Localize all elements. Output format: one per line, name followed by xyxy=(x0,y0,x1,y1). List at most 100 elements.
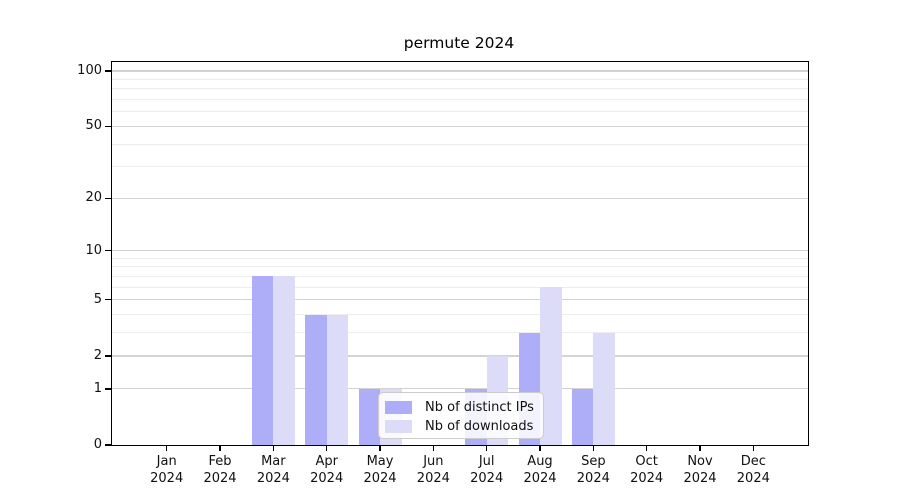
legend-label-distinct-ips: Nb of distinct IPs xyxy=(425,400,534,415)
x-tick-mark xyxy=(645,445,648,451)
gridline-minor xyxy=(112,166,808,168)
x-tick-label-jan: Jan 2024 xyxy=(135,454,199,487)
x-tick-year: 2024 xyxy=(203,470,237,486)
gridline-minor xyxy=(112,257,808,259)
x-tick-year: 2024 xyxy=(683,470,717,486)
legend-label-downloads: Nb of downloads xyxy=(425,419,534,434)
bar-distinct-ips-may xyxy=(358,388,381,445)
x-tick-month: Oct xyxy=(635,454,658,469)
gridline-major xyxy=(112,299,808,301)
bar-distinct-ips-sep xyxy=(571,388,594,445)
x-tick-label-jul: Jul 2024 xyxy=(455,454,519,487)
y-tick-mark xyxy=(105,355,112,357)
x-tick-month: Aug xyxy=(527,454,553,469)
gridline-minor xyxy=(112,78,808,80)
gridline-minor xyxy=(112,275,808,277)
x-tick-year: 2024 xyxy=(363,470,397,486)
y-tick-mark xyxy=(105,70,112,72)
x-tick-mark xyxy=(539,445,541,451)
gridline-major xyxy=(112,70,808,72)
gridline-minor xyxy=(112,332,808,334)
legend-swatch-distinct-ips xyxy=(385,401,412,414)
x-tick-year: 2024 xyxy=(576,470,610,486)
x-tick-mark xyxy=(166,445,168,451)
gridline-minor xyxy=(112,286,808,288)
legend-item-downloads: Nb of downloads xyxy=(385,417,537,436)
y-tick-mark xyxy=(105,249,112,252)
x-tick-label-nov: Nov 2024 xyxy=(668,454,732,487)
legend: Nb of distinct IPs Nb of downloads xyxy=(378,392,544,439)
plot-area: 0 1 2 5 10 20 50 100 Jan 2024 Feb 2024 Mar 2024 Apr 202… xyxy=(77,61,809,486)
gridline-major xyxy=(112,388,808,390)
bar-downloads-sep xyxy=(593,332,615,445)
bar-distinct-ips-apr xyxy=(305,314,327,445)
x-tick-year: 2024 xyxy=(310,470,344,486)
x-tick-month: Jul xyxy=(478,454,495,469)
x-tick-year: 2024 xyxy=(736,470,770,486)
x-tick-label-dec: Dec 2024 xyxy=(721,454,785,487)
y-tick-label: 0 xyxy=(93,437,102,452)
y-tick-label: 20 xyxy=(85,190,102,206)
legend-item-distinct-ips: Nb of distinct IPs xyxy=(385,398,537,417)
x-tick-mark xyxy=(485,445,488,451)
x-tick-year: 2024 xyxy=(150,470,184,486)
x-tick-month: Jun xyxy=(423,454,444,469)
bar-downloads-apr xyxy=(326,314,349,445)
gridline-major xyxy=(112,250,808,252)
x-tick-year: 2024 xyxy=(470,470,504,486)
x-tick-label-may: May 2024 xyxy=(348,454,412,487)
x-tick-month: Feb xyxy=(208,454,232,469)
x-tick-label-apr: Apr 2024 xyxy=(295,454,359,487)
y-tick-mark xyxy=(105,197,112,199)
x-tick-label-sep: Sep 2024 xyxy=(561,454,625,487)
x-tick-label-oct: Oct 2024 xyxy=(615,454,679,487)
x-tick-label-jun: Jun 2024 xyxy=(401,454,465,487)
x-tick-label-mar: Mar 2024 xyxy=(241,454,305,487)
x-tick-year: 2024 xyxy=(630,470,664,486)
y-tick-label: 2 xyxy=(93,347,102,363)
x-tick-mark xyxy=(272,445,275,451)
y-tick-mark xyxy=(105,444,112,446)
gridline-minor xyxy=(112,99,808,101)
bar-downloads-mar xyxy=(273,276,295,445)
x-tick-mark xyxy=(379,445,381,451)
x-tick-year: 2024 xyxy=(256,470,290,486)
x-tick-mark xyxy=(432,445,435,451)
x-tick-mark xyxy=(219,445,221,451)
x-tick-month: Nov xyxy=(687,454,713,469)
y-tick-mark xyxy=(105,125,112,128)
bar-downloads-aug xyxy=(540,287,562,445)
x-tick-month: Mar xyxy=(261,454,286,469)
x-tick-month: Jan xyxy=(156,454,177,469)
y-tick-label: 5 xyxy=(93,291,102,307)
gridline-minor xyxy=(112,266,808,268)
gridline-minor xyxy=(112,111,808,113)
x-tick-label-feb: Feb 2024 xyxy=(188,454,252,487)
x-tick-month: Apr xyxy=(315,454,338,469)
y-tick-mark xyxy=(105,388,112,390)
x-tick-month: May xyxy=(366,454,394,469)
x-tick-label-aug: Aug 2024 xyxy=(508,454,572,487)
gridline-major xyxy=(112,197,808,199)
y-tick-label: 10 xyxy=(85,242,102,258)
gridline-major xyxy=(112,125,808,127)
x-tick-year: 2024 xyxy=(416,470,450,486)
x-tick-mark xyxy=(752,445,755,451)
bar-distinct-ips-mar xyxy=(251,276,274,445)
y-tick-mark xyxy=(105,299,112,301)
x-tick-year: 2024 xyxy=(523,470,557,486)
chart-title: permute 2024 xyxy=(403,34,515,52)
gridline-minor xyxy=(112,143,808,145)
x-tick-month: Dec xyxy=(740,454,766,469)
gridline-minor xyxy=(112,314,808,316)
x-tick-mark xyxy=(325,445,328,451)
x-tick-month: Sep xyxy=(581,454,606,469)
gridline-major xyxy=(112,355,808,357)
legend-swatch-downloads xyxy=(385,420,412,433)
y-tick-label: 1 xyxy=(93,380,102,396)
x-tick-mark xyxy=(699,445,701,451)
gridline-minor xyxy=(112,88,808,90)
x-tick-mark xyxy=(592,445,595,451)
y-tick-label: 100 xyxy=(77,63,102,78)
